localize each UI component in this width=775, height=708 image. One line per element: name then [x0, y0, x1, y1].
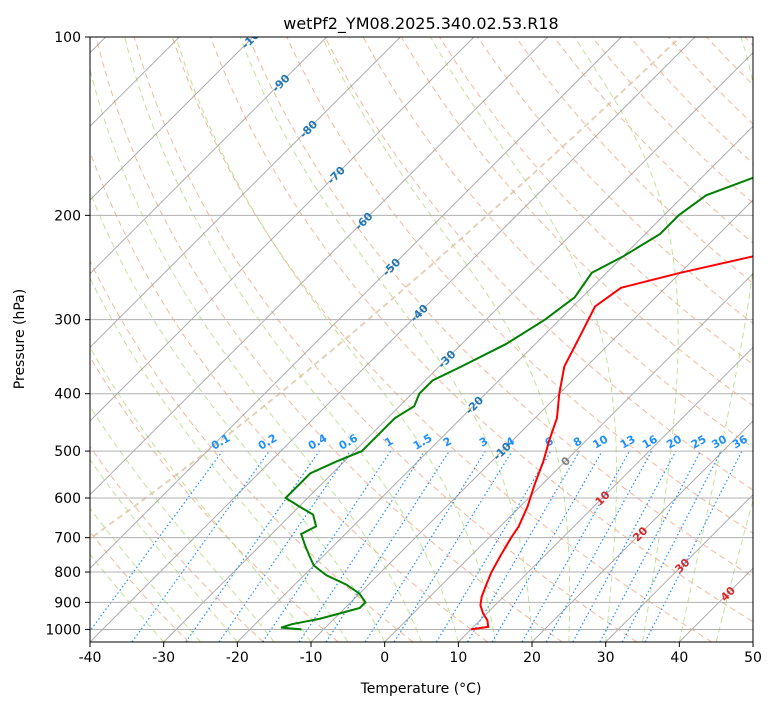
background-lines — [90, 37, 753, 642]
isotherm — [90, 37, 328, 275]
moist-adiabat — [90, 405, 275, 642]
isotherm — [163, 51, 753, 642]
dry-adiabat — [90, 445, 264, 642]
y-tick-label: 400 — [54, 387, 81, 403]
moist-adiabat — [90, 67, 422, 642]
moist-adiabat — [90, 507, 201, 642]
isotherm — [90, 37, 696, 642]
isotherm — [236, 125, 753, 642]
dry-adiabat — [324, 37, 753, 491]
x-tick-label: -10 — [300, 650, 323, 666]
mixing-ratio-line — [572, 450, 677, 642]
isotherm — [90, 37, 475, 422]
x-axis-label: Temperature (°C) — [360, 681, 482, 697]
dry-adiabat — [515, 37, 753, 284]
y-axis-label: Pressure (hPa) — [12, 289, 28, 389]
isotherm — [90, 37, 401, 349]
isotherm — [384, 272, 753, 642]
isotherm — [90, 37, 622, 570]
dewpoint-profile — [280, 176, 753, 631]
isotherm — [531, 420, 753, 642]
mixing-ratio-line — [435, 450, 552, 642]
x-tick-label: 30 — [597, 650, 615, 666]
mixing-ratio-line — [521, 450, 631, 642]
moist-adiabat — [429, 37, 617, 642]
y-tick-label: 200 — [54, 208, 81, 224]
moist-adiabat — [90, 276, 349, 642]
x-tick-label: -30 — [152, 650, 175, 666]
mixing-ratio-line — [218, 450, 351, 642]
moist-adiabat — [124, 37, 459, 642]
x-tick-label: -40 — [79, 650, 102, 666]
moist-adiabat — [90, 553, 165, 642]
dry-adiabat — [286, 37, 753, 534]
x-axis: -40 -30 -20 -10 0 10 20 30 40 50 — [79, 642, 762, 666]
mixing-ratio-line — [491, 450, 603, 642]
y-tick-label: 1000 — [45, 622, 81, 638]
mixing-ratio-line — [466, 450, 580, 642]
dry-adiabat — [248, 37, 753, 578]
x-tick-label: 0 — [380, 650, 389, 666]
y-tick-label: 100 — [54, 30, 81, 46]
isotherm — [310, 199, 753, 642]
moist-adiabat — [175, 37, 496, 642]
dry-adiabat — [133, 37, 638, 642]
isotherm — [457, 346, 753, 642]
plot-frame — [89, 36, 754, 643]
mixing-ratio-line — [545, 450, 653, 642]
y-tick-label: 300 — [54, 313, 81, 329]
dry-adiabat — [90, 356, 339, 642]
isotherm — [90, 37, 549, 496]
moist-adiabat — [239, 37, 533, 642]
y-tick-label: 600 — [54, 491, 81, 507]
mixing-ratio-line — [364, 450, 486, 642]
pressure-gridlines — [90, 37, 753, 630]
isotherm — [90, 37, 254, 201]
mixing-ratio-line — [325, 450, 450, 642]
x-tick-label: 10 — [449, 650, 467, 666]
y-tick-label: 500 — [54, 444, 81, 460]
moist-adiabat — [573, 37, 679, 642]
mixing-ratio-line — [393, 450, 513, 642]
moist-adiabat — [90, 458, 238, 642]
x-tick-label: 50 — [744, 650, 762, 666]
x-tick-label: 20 — [523, 650, 541, 666]
x-tick-label: 40 — [670, 650, 688, 666]
dry-adiabat — [171, 37, 712, 642]
ccl-curve — [90, 37, 681, 540]
y-tick-label: 800 — [54, 565, 81, 581]
y-axis: 100 200 300 400 500 600 700 800 900 1000 — [45, 30, 90, 638]
moist-adiabat — [715, 498, 753, 642]
moist-adiabat — [678, 37, 753, 642]
mixing-ratio-line — [185, 450, 320, 642]
x-tick-label: -20 — [226, 650, 249, 666]
dry-adiabat — [90, 259, 414, 642]
temperature-profile — [470, 255, 753, 631]
isotherm — [605, 493, 753, 642]
y-tick-label: 900 — [54, 595, 81, 611]
moist-adiabat — [90, 190, 386, 642]
chart-title: wetPf2_YM08.2025.340.02.53.R18 — [283, 14, 558, 34]
dry-adiabat — [210, 37, 753, 623]
y-tick-label: 700 — [54, 531, 81, 547]
dry-adiabat — [95, 37, 563, 642]
profiles — [280, 176, 753, 631]
